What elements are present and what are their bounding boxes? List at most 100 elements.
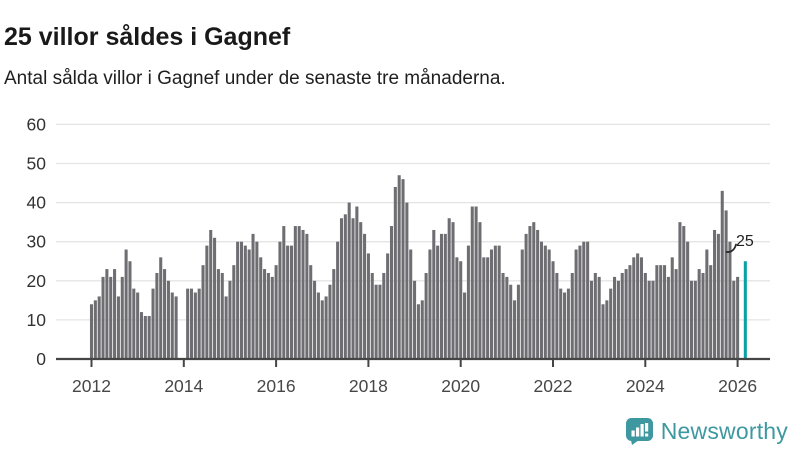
bar (401, 179, 405, 359)
bar (274, 265, 278, 359)
bar (189, 288, 194, 359)
bar (582, 241, 586, 359)
bar (628, 265, 632, 359)
bar (239, 241, 244, 359)
bar (543, 245, 547, 359)
chart-subtitle: Antal sålda villor i Gagnef under de sen… (4, 68, 506, 89)
bar (313, 280, 317, 359)
y-tick-label: 50 (27, 154, 47, 174)
bar (597, 276, 601, 359)
x-tick-label: 2024 (626, 376, 665, 396)
bar (559, 288, 563, 359)
bar (593, 272, 597, 359)
bar (632, 257, 636, 359)
y-tick-label: 60 (27, 114, 47, 134)
bar (663, 265, 667, 359)
bar (670, 257, 674, 359)
bar (243, 245, 247, 359)
bar (689, 280, 693, 359)
bar (297, 226, 301, 359)
bar (316, 292, 320, 359)
bar (613, 276, 617, 359)
bar (220, 272, 224, 359)
bar (197, 288, 201, 359)
logo-bar-1 (631, 430, 635, 437)
x-tick-label: 2016 (257, 376, 296, 396)
bar (147, 315, 151, 359)
bar (228, 280, 232, 359)
bar (616, 280, 620, 359)
bar (143, 315, 147, 359)
bar (589, 280, 594, 359)
logo-bar-2 (635, 427, 639, 437)
bar (128, 261, 132, 359)
bar (497, 245, 501, 359)
bar (159, 257, 163, 359)
bar (293, 226, 297, 359)
bar-series (89, 175, 747, 359)
bar (389, 226, 394, 359)
bar (651, 280, 655, 359)
bar (89, 304, 94, 359)
bar (324, 296, 328, 359)
bar (570, 272, 574, 359)
bar (416, 304, 420, 359)
bar (466, 245, 470, 359)
bar (643, 272, 647, 359)
bar (720, 190, 724, 359)
bar (120, 276, 124, 359)
bar (355, 206, 359, 359)
bar (474, 206, 478, 359)
bar (547, 249, 551, 359)
bar (305, 233, 309, 359)
bar (697, 269, 701, 359)
bar (336, 241, 340, 359)
bar (351, 218, 355, 359)
x-tick-label: 2012 (72, 376, 111, 396)
bar (532, 222, 536, 359)
bar (278, 241, 282, 359)
bar (132, 288, 136, 359)
bar (624, 269, 628, 359)
bar (463, 292, 467, 359)
annotation-leader-line (725, 243, 737, 253)
bar (509, 284, 513, 359)
bar (116, 296, 120, 359)
bar (455, 257, 459, 359)
bar (328, 284, 332, 359)
axes (56, 357, 770, 367)
bar (136, 292, 140, 359)
bar (716, 233, 720, 359)
logo-bar-3 (640, 424, 644, 437)
bar (270, 276, 274, 359)
bar (555, 272, 559, 359)
bar (301, 229, 305, 359)
bar (432, 229, 436, 359)
bar (255, 241, 259, 359)
y-tick-label: 10 (27, 310, 47, 330)
bar (151, 288, 155, 359)
bar (259, 257, 263, 359)
gridlines (56, 123, 770, 321)
bar (266, 272, 270, 359)
annotation-value: 25 (736, 233, 754, 250)
bar (728, 241, 732, 359)
bar (686, 241, 690, 359)
bar (701, 272, 705, 359)
bar (705, 249, 709, 359)
bar (409, 249, 413, 359)
bar (678, 222, 682, 359)
bar (163, 269, 167, 359)
bar (251, 233, 255, 359)
bar (709, 265, 713, 359)
newsworthy-brand-name: Newsworthy (660, 417, 788, 444)
bar (493, 245, 497, 359)
bar (386, 253, 390, 359)
bar (101, 276, 105, 359)
bar (451, 222, 455, 359)
bar (213, 237, 217, 359)
bar (420, 300, 424, 359)
axis-labels: 2012 2014 2016 2018 2020 2022 2024 2026 0 10 20 30 4… (27, 114, 758, 396)
bar (109, 276, 113, 359)
bar (501, 272, 505, 359)
